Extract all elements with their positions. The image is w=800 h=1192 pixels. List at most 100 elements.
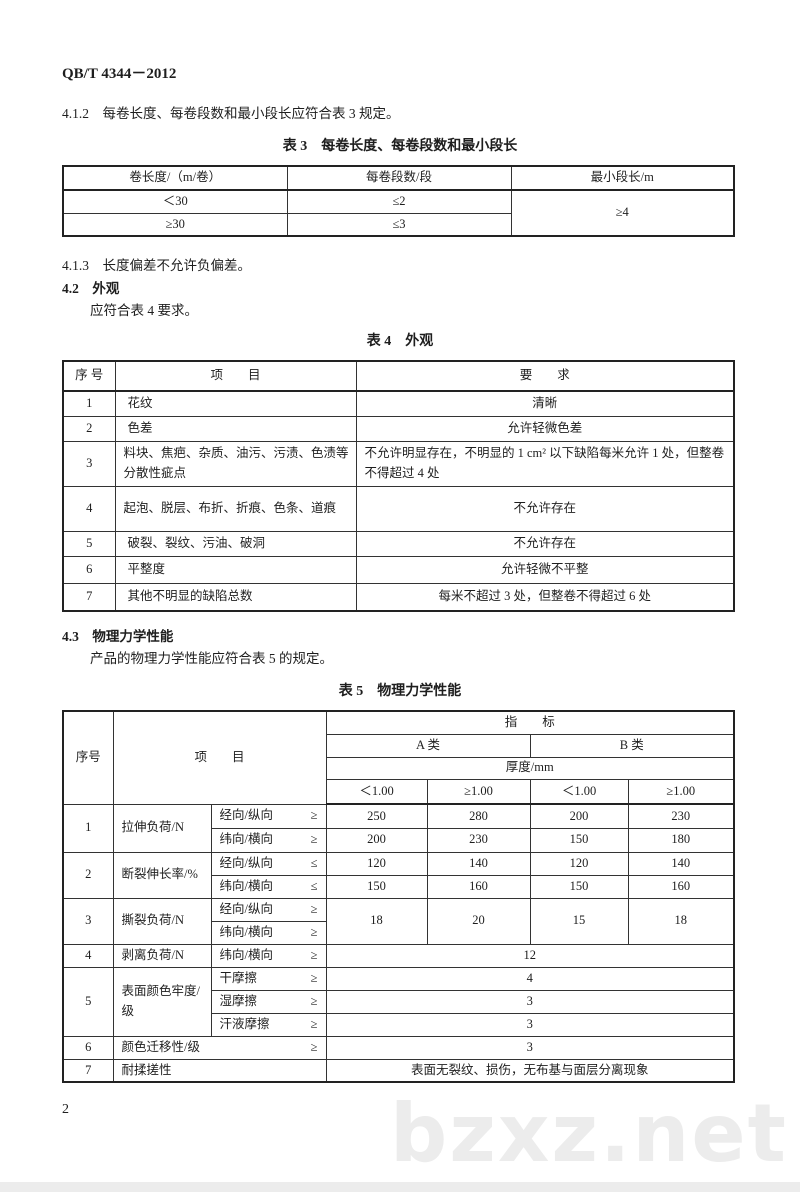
table3-title: 表 3 每卷长度、每卷段数和最小段长	[282, 139, 518, 154]
row-direction: 经向/纵向 ≥	[210, 803, 327, 829]
row-direction: 湿摩擦 ≥	[210, 989, 327, 1014]
table3-cell: ＜30	[62, 189, 288, 214]
operator: ≥	[310, 947, 318, 962]
table5-row: 2 断裂伸长率/% 经向/纵向 ≤ 120 140 120 140	[62, 851, 735, 899]
value-cell: 3	[325, 1012, 735, 1037]
value-cell: 250	[325, 803, 428, 829]
row-item: 撕裂负荷/N	[112, 897, 212, 945]
table5-row: 纬向/横向 ≥ 200 230 150 180	[63, 827, 735, 853]
row-number: 7	[62, 582, 116, 612]
row-item: 其他不明显的缺陷总数	[114, 582, 357, 612]
table4-row: 7 其他不明显的缺陷总数 每米不超过 3 处，但整卷不得超过 6 处	[62, 582, 735, 612]
row-requirement: 每米不超过 3 处，但整卷不得超过 6 处	[355, 582, 735, 612]
table5-row: 5 表面颜色牢度/级 干摩擦 ≥ 4	[62, 966, 735, 1037]
row-direction: 干摩擦 ≥	[210, 966, 327, 991]
table5-header-index: 指 标	[325, 710, 735, 735]
row-number: 3	[62, 897, 114, 945]
direction-label: 纬向/横向	[219, 878, 273, 893]
table4-header: 序 号	[62, 360, 116, 392]
table3-header: 卷长度/（m/卷）	[62, 165, 288, 191]
table5-header-class-b: B 类	[529, 733, 735, 758]
value-cell: 160	[426, 874, 531, 899]
table4-header: 要 求	[355, 360, 735, 392]
value-cell: 230	[627, 803, 735, 829]
table3-cell: ≤2	[286, 189, 512, 214]
table5-title: 表 5 物理力学性能	[338, 684, 462, 699]
value-cell: 140	[627, 851, 735, 876]
value-cell: 160	[627, 874, 735, 899]
value-cell: 150	[325, 874, 428, 899]
row-item: 拉伸负荷/N	[112, 803, 212, 853]
table5-header-no: 序号	[62, 710, 114, 805]
section-4-2-text: 应符合表 4 要求。	[90, 303, 198, 318]
operator: ≤	[310, 855, 318, 870]
value-cell: 180	[627, 827, 735, 853]
table5-header-lt: ＜1.00	[529, 778, 629, 805]
row-direction: 经向/纵向 ≥	[210, 897, 327, 922]
table4-row: 2 色差 允许轻微色差	[62, 415, 735, 442]
row-item: 剥离负荷/N	[112, 943, 212, 968]
table5-row: 4 剥离负荷/N 纬向/横向 ≥ 12	[62, 943, 735, 968]
table5-header-ge: ≥1.00	[426, 778, 531, 805]
value-cell: 4	[325, 966, 735, 991]
row-number: 3	[62, 440, 116, 487]
row-item: 破裂、裂纹、污油、破洞	[114, 530, 357, 557]
row-direction: 纬向/横向 ≤	[210, 874, 327, 899]
table5-header-lt: ＜1.00	[325, 778, 428, 805]
value-cell: 18	[325, 897, 428, 945]
value-cell: 150	[529, 827, 629, 853]
table5-row: 1 拉伸负荷/N 经向/纵向 ≥ 250 280 200 230	[62, 803, 735, 853]
row-requirement: 不允许存在	[355, 530, 735, 557]
value-cell: 12	[325, 943, 735, 968]
operator: ≥	[310, 808, 318, 823]
table5-row: 湿摩擦 ≥ 3	[63, 989, 735, 1014]
row-requirement: 允许轻微色差	[355, 415, 735, 442]
value-cell: 280	[426, 803, 531, 829]
table3: 卷长度/（m/卷） 每卷段数/段 最小段长/m ＜30 ≤2 ≥4 ≥30 ≤3	[62, 165, 735, 237]
row-direction: 纬向/横向 ≥	[210, 920, 327, 945]
operator: ≥	[310, 924, 318, 939]
operator: ≤	[310, 878, 318, 893]
table3-cell: ≤3	[286, 212, 512, 237]
row-requirement: 清晰	[355, 390, 735, 417]
row-direction: 纬向/横向 ≥	[210, 943, 327, 968]
table4-row: 6 平整度 允许轻微不平整	[62, 555, 735, 584]
row-number: 5	[62, 966, 114, 1037]
operator: ≥	[310, 993, 318, 1008]
table5-header-thickness: 厚度/mm	[325, 756, 735, 780]
row-item: 料块、焦疤、杂质、油污、污渍、色渍等分散性疵点	[114, 440, 357, 487]
row-number: 5	[62, 530, 116, 557]
table5-header-ge: ≥1.00	[627, 778, 735, 805]
row-number: 7	[62, 1058, 114, 1083]
row-item: 耐揉搓性	[112, 1058, 327, 1083]
table4-title: 表 4 外观	[366, 334, 434, 349]
table5-row: 3 撕裂负荷/N 经向/纵向 ≥ 18 20 15 18	[62, 897, 735, 945]
row-number: 4	[62, 485, 116, 532]
value-cell: 140	[426, 851, 531, 876]
row-number: 1	[62, 803, 114, 853]
operator: ≥	[310, 970, 318, 985]
row-item: 花纹	[114, 390, 357, 417]
table5-row: 7 耐揉搓性 表面无裂纹、损伤，无布基与面层分离现象	[62, 1058, 735, 1083]
operator: ≥	[310, 1016, 318, 1031]
table5-row: 6 颜色迁移性/级 ≥ 3	[62, 1035, 735, 1060]
row-item: 平整度	[114, 555, 357, 584]
value-cell: 230	[426, 827, 531, 853]
operator: ≥	[310, 1039, 318, 1054]
row-item: 色差	[114, 415, 357, 442]
watermark: bzxz.net	[390, 1087, 788, 1180]
clause-4-1-3: 4.1.3 长度偏差不允许负偏差。	[62, 258, 251, 273]
table5-row: 汗液摩擦 ≥ 3	[63, 1012, 735, 1037]
value-cell: 200	[325, 827, 428, 853]
value-cell: 18	[627, 897, 735, 945]
value-cell: 3	[325, 989, 735, 1014]
page-number: 2	[62, 1102, 69, 1117]
table3-header: 每卷段数/段	[286, 165, 512, 191]
direction-label: 干摩擦	[219, 970, 258, 985]
value-cell: 120	[325, 851, 428, 876]
value-cell: 3	[325, 1035, 735, 1060]
row-requirement: 不允许明显存在，不明显的 1 cm² 以下缺陷每米允许 1 处，但整卷不得超过 …	[355, 440, 735, 487]
row-direction: 经向/纵向 ≤	[210, 851, 327, 876]
direction-label: 湿摩擦	[219, 993, 258, 1008]
table3-cell: ≥4	[510, 189, 735, 237]
